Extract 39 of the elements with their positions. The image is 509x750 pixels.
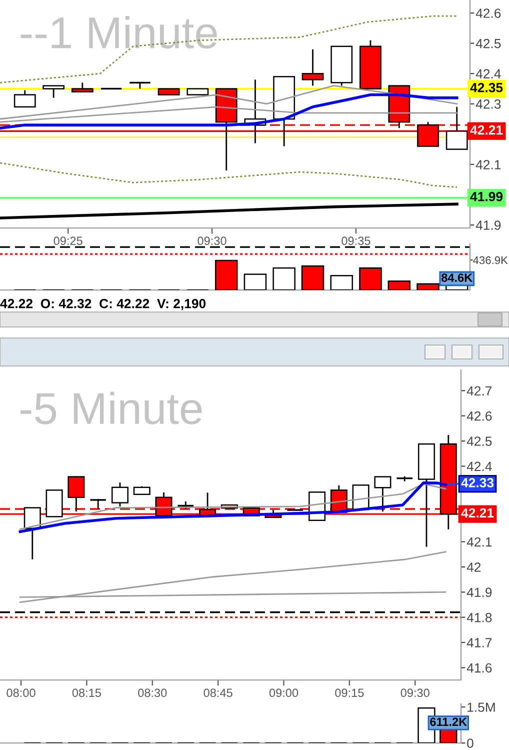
data-label: 611.2K: [430, 718, 467, 726]
y-tick-label: 41.8: [466, 612, 492, 622]
text: 42.22 O: 42.32 C: 42.22 V: 2,190: [0, 298, 206, 310]
chart-title: -5 Minute: [20, 392, 202, 424]
chart-title: --1 Minute: [20, 16, 217, 49]
y-tick-label: 42.1: [466, 537, 492, 547]
x-tick-label: 09:15: [335, 688, 364, 698]
y-tick-label: 41.7: [466, 638, 492, 648]
y-tick-label: 42.6: [476, 8, 501, 18]
y-tick-label: 41.9: [476, 220, 501, 230]
x-tick-label: 09:30: [198, 236, 226, 246]
y-tick-label: 41.9: [466, 588, 492, 598]
x-tick-label: 09:30: [400, 688, 430, 698]
annotation: 42.33: [461, 478, 494, 488]
ref-line-label: 42.21: [470, 125, 503, 135]
x-tick-label: 09:00: [269, 688, 298, 698]
ref-line-label: 42.21: [461, 508, 494, 518]
y-tick-label: 42.7: [466, 386, 492, 396]
y-tick-label: 42.5: [466, 436, 492, 446]
ref-line-label: 42.35: [470, 82, 503, 92]
ref-line-label: 41.99: [470, 192, 503, 202]
y-tick-label: 42.5: [476, 38, 501, 48]
x-tick-label: 08:45: [204, 688, 232, 698]
x-tick-label: 08:00: [6, 688, 36, 698]
y-tick-label: 42.4: [476, 69, 501, 78]
y-tick-label: 42.1: [476, 160, 501, 170]
y-tick-label: 1.5M: [468, 702, 495, 712]
data-label: 84.6K: [441, 274, 473, 282]
y-tick-label: 42.3: [476, 99, 501, 109]
y-tick-label: 42.4: [466, 462, 492, 471]
x-tick-label: 09:25: [54, 236, 82, 246]
x-tick-label: 08:15: [72, 688, 101, 698]
y-tick-label: 42.6: [466, 411, 492, 421]
x-tick-label: 09:35: [342, 236, 370, 246]
y-tick-label: 0: [467, 738, 474, 748]
y-tick-label: 41.6: [466, 663, 492, 673]
y-tick-label: 436.9K: [473, 256, 508, 264]
y-tick-label: 42: [466, 562, 481, 572]
x-tick-label: 08:30: [138, 688, 167, 698]
